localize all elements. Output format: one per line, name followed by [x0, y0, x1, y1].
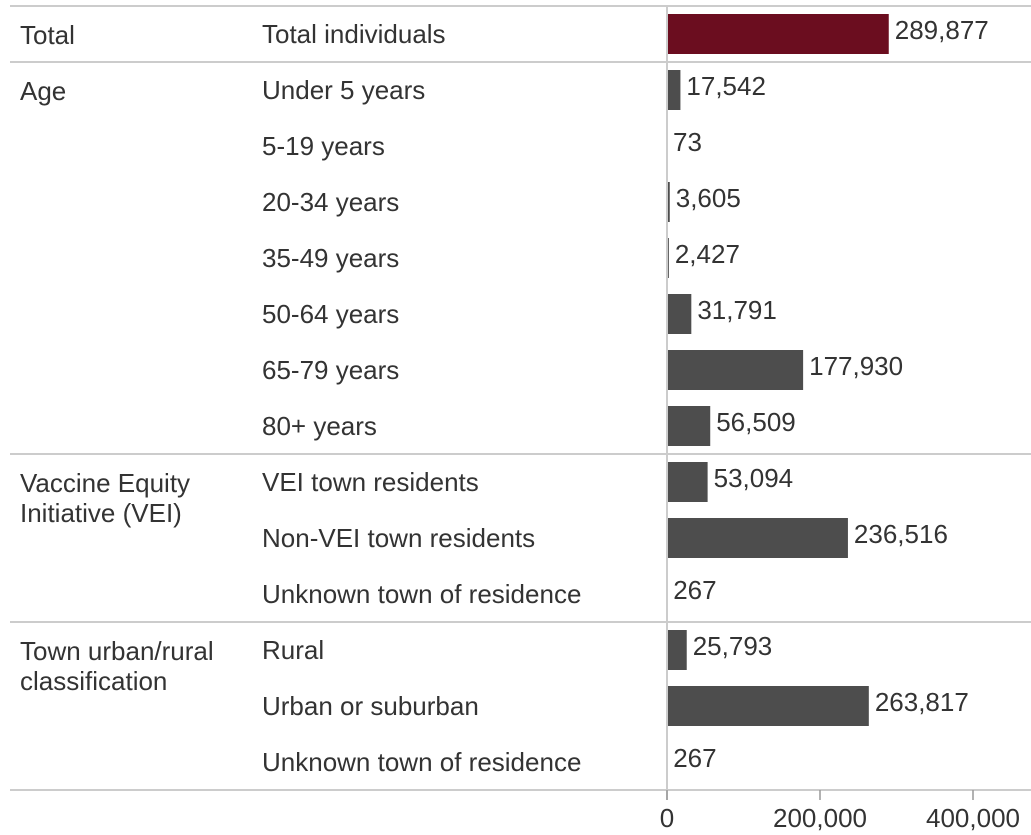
- category-label: 35-49 years: [262, 243, 399, 273]
- category-label: 65-79 years: [262, 355, 399, 385]
- category-label: 80+ years: [262, 411, 377, 441]
- bar: [667, 14, 889, 54]
- category-label: Urban or suburban: [262, 691, 479, 721]
- x-tick-label: 400,000: [926, 803, 1020, 833]
- category-label: 50-64 years: [262, 299, 399, 329]
- category-label: 5-19 years: [262, 131, 385, 161]
- value-label: 289,877: [895, 15, 989, 45]
- group-label: Vaccine Equity Initiative (VEI): [20, 468, 191, 528]
- value-label: 267: [673, 743, 716, 773]
- value-label: 17,542: [686, 71, 766, 101]
- bar: [667, 350, 804, 390]
- value-label: 31,791: [697, 295, 777, 325]
- category-label: Under 5 years: [262, 75, 425, 105]
- bar: [667, 686, 869, 726]
- value-label: 3,605: [676, 183, 741, 213]
- value-label: 56,509: [716, 407, 796, 437]
- bar: [667, 406, 711, 446]
- value-label: 263,817: [875, 687, 969, 717]
- bar: [667, 462, 708, 502]
- bar: [667, 182, 670, 222]
- bar: [667, 518, 848, 558]
- bar: [667, 70, 681, 110]
- category-label: VEI town residents: [262, 467, 479, 497]
- x-tick-label: 0: [660, 803, 674, 833]
- x-tick-label: 200,000: [773, 803, 867, 833]
- value-label: 25,793: [693, 631, 773, 661]
- value-label: 2,427: [675, 239, 740, 269]
- category-label: Unknown town of residence: [262, 747, 581, 777]
- group-label: Town urban/rural classification: [20, 636, 214, 696]
- category-label: Rural: [262, 635, 324, 665]
- bar: [667, 630, 687, 670]
- bar: [667, 294, 692, 334]
- value-label: 177,930: [809, 351, 903, 381]
- value-label: 53,094: [714, 463, 794, 493]
- category-label: 20-34 years: [262, 187, 399, 217]
- group-label: Total: [20, 20, 75, 50]
- category-label: Non-VEI town residents: [262, 523, 535, 553]
- value-label: 236,516: [854, 519, 948, 549]
- group-label: Age: [20, 76, 67, 106]
- value-label: 73: [673, 127, 702, 157]
- category-label: Unknown town of residence: [262, 579, 581, 609]
- value-label: 267: [673, 575, 716, 605]
- category-label: Total individuals: [262, 19, 446, 49]
